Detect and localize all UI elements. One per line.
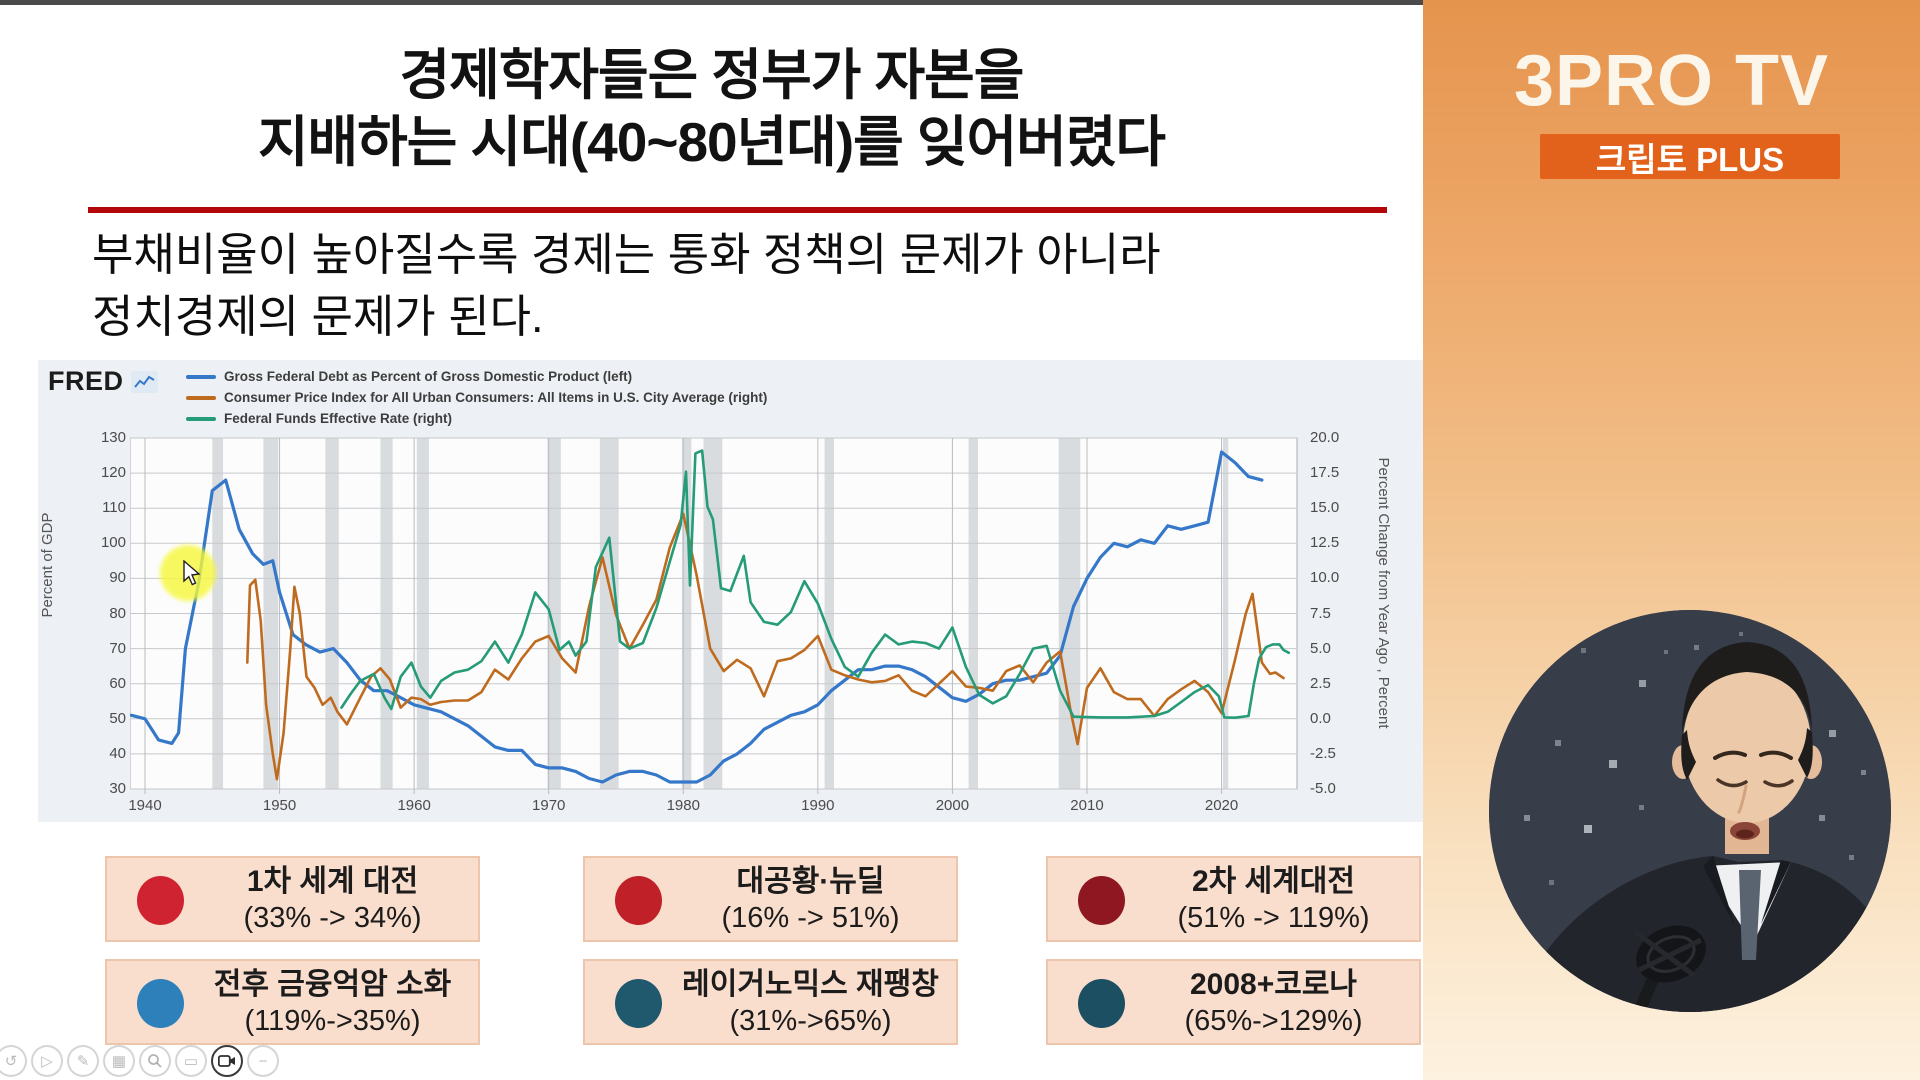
right-tick-label: 0.0 — [1310, 709, 1331, 727]
camera-icon[interactable] — [211, 1045, 243, 1077]
screen-icon[interactable]: ▭ — [175, 1045, 207, 1077]
undo-icon[interactable]: ↺ — [0, 1045, 27, 1077]
slide-title-line2: 지배하는 시대(40~80년대)를 잊어버렸다 — [257, 111, 1166, 174]
annotation-label: 레이거노믹스 재팽창 — [682, 968, 939, 1001]
annotation-dot — [1078, 979, 1125, 1028]
right-tick-label: 12.5 — [1310, 534, 1340, 552]
chart-legend: Gross Federal Debt as Percent of Gross D… — [186, 366, 767, 429]
annotation-label: 1차 세계 대전 — [246, 865, 419, 898]
presenter-webcam — [1489, 610, 1891, 1012]
fred-sparkline-icon — [130, 370, 158, 393]
sidebar: 3PRO TV 크립토 PLUS — [1423, 0, 1920, 1080]
annotation-box: 전후 금융억암 소화 (119%->35%) — [105, 959, 480, 1045]
annotation-dot — [615, 876, 662, 925]
x-tick-label: 2010 — [1070, 797, 1104, 814]
right-tick-label: 17.5 — [1310, 464, 1340, 482]
left-tick-label: 80 — [109, 604, 126, 622]
legend-item: Federal Funds Effective Rate (right) — [186, 408, 767, 429]
annotation-box: 2008+코로나 (65%->129%) — [1046, 959, 1421, 1045]
annotation-dot — [615, 979, 662, 1028]
play-icon[interactable]: ▷ — [31, 1045, 63, 1077]
annotation-range: (33% -> 34%) — [243, 902, 422, 934]
x-tick-label: 1970 — [532, 797, 566, 814]
right-tick-label: 20.0 — [1310, 429, 1340, 446]
minus-icon[interactable]: − — [247, 1045, 279, 1077]
right-tick-label: 5.0 — [1310, 639, 1331, 657]
annotation-dot — [137, 876, 184, 925]
legend-item: Gross Federal Debt as Percent of Gross D… — [186, 366, 767, 387]
search-icon[interactable] — [139, 1045, 171, 1077]
x-tick-label: 1960 — [397, 797, 431, 814]
legend-swatch — [186, 416, 216, 421]
annotation-range: (51% -> 119%) — [1177, 902, 1370, 934]
right-tick-label: -2.5 — [1310, 744, 1336, 762]
legend-label: Gross Federal Debt as Percent of Gross D… — [224, 369, 633, 384]
series-line — [130, 450, 1264, 784]
window-top-edge — [0, 0, 1423, 5]
right-tick-label: 7.5 — [1310, 604, 1331, 622]
presenter-illustration — [1489, 610, 1891, 1012]
annotation-range: (119%->35%) — [244, 1005, 421, 1037]
left-tick-label: 50 — [109, 709, 126, 727]
annotation-label: 2차 세계대전 — [1191, 865, 1356, 898]
annotation-label: 대공황·뉴딜 — [736, 865, 885, 898]
mouse-cursor — [183, 560, 201, 586]
chart-plot — [130, 437, 1298, 794]
left-tick-label: 110 — [102, 499, 126, 517]
left-tick-label: 30 — [109, 780, 126, 797]
legend-label: Federal Funds Effective Rate (right) — [224, 411, 453, 426]
brand-badge: 크립토 PLUS — [1540, 134, 1840, 179]
annotation-box: 1차 세계 대전 (33% -> 34%) — [105, 856, 480, 942]
slide-title: 경제학자들은 정부가 자본을 지배하는 시대(40~80년대)를 잊어버렸다 — [0, 42, 1423, 176]
subtitle-line1: 부채비율이 높아질수록 경제는 통화 정책의 문제가 아니라 — [92, 229, 1161, 280]
legend-swatch — [186, 374, 216, 379]
legend-swatch — [186, 395, 216, 400]
left-tick-label: 70 — [109, 639, 126, 657]
series-line — [246, 512, 1285, 781]
microphone-icon — [1633, 925, 1706, 1012]
slide-title-line1: 경제학자들은 정부가 자본을 — [399, 44, 1025, 106]
annotation-range: (65%->129%) — [1184, 1005, 1363, 1037]
annotation-label: 전후 금융억암 소화 — [213, 968, 452, 1001]
left-tick-label: 100 — [100, 534, 126, 552]
x-tick-label: 1980 — [666, 797, 700, 814]
x-tick-label: 1950 — [262, 797, 297, 814]
x-tick-label: 1940 — [128, 797, 162, 814]
legend-item: Consumer Price Index for All Urban Consu… — [186, 387, 767, 408]
annotation-dot — [1078, 876, 1125, 925]
pen-icon[interactable]: ✎ — [67, 1045, 99, 1077]
annotation-range: (16% -> 51%) — [721, 902, 900, 934]
right-tick-label: 2.5 — [1310, 674, 1331, 692]
x-tick-label: 2020 — [1204, 797, 1239, 814]
title-divider — [88, 207, 1387, 213]
fred-logo: FRED — [48, 366, 158, 397]
left-tick-label: 60 — [109, 674, 126, 692]
x-tick-label: 2000 — [935, 797, 970, 814]
annotation-box: 2차 세계대전 (51% -> 119%) — [1046, 856, 1421, 942]
right-tick-label: 10.0 — [1310, 569, 1340, 587]
brand-logo: 3PRO TV — [1513, 41, 1830, 121]
right-axis-title: Percent Change from Year Ago , Percent — [1375, 457, 1392, 729]
legend-label: Consumer Price Index for All Urban Consu… — [224, 390, 768, 405]
left-axis-title: Percent of GDP — [39, 512, 56, 618]
slide-subtitle: 부채비율이 높아질수록 경제는 통화 정책의 문제가 아니라 정치경제의 문제가… — [92, 224, 1422, 347]
series-line — [340, 449, 1291, 720]
subtitle-line2: 정치경제의 문제가 된다. — [92, 290, 544, 342]
left-tick-label: 40 — [109, 744, 126, 762]
annotation-dot — [137, 979, 184, 1028]
right-tick-label: 15.0 — [1310, 499, 1340, 517]
annotation-box: 대공황·뉴딜 (16% -> 51%) — [583, 856, 958, 942]
left-tick-label: 120 — [100, 464, 126, 482]
x-tick-label: 1990 — [801, 797, 835, 814]
copy-icon[interactable]: ▦ — [103, 1045, 135, 1077]
annotation-box: 레이거노믹스 재팽창 (31%->65%) — [583, 959, 958, 1045]
annotation-range: (31%->65%) — [729, 1005, 892, 1037]
annotation-label: 2008+코로나 — [1189, 968, 1358, 1001]
left-tick-label: 90 — [109, 569, 126, 587]
fred-logo-text: FRED — [48, 366, 124, 396]
right-tick-label: -5.0 — [1310, 780, 1336, 797]
left-tick-label: 130 — [100, 429, 126, 446]
